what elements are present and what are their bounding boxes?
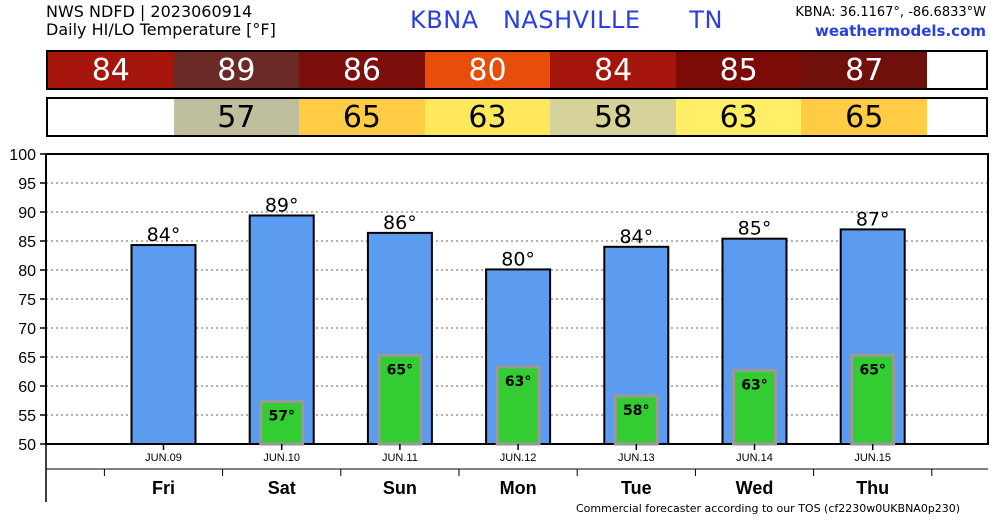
y-tick-label: 50 bbox=[18, 437, 36, 454]
low-temperature-strip: 57 65 63 58 63 65 bbox=[46, 97, 988, 137]
site-link[interactable]: weathermodels.com bbox=[814, 22, 986, 40]
low-temp-label: 65° bbox=[859, 362, 885, 378]
low-temp-label: 63° bbox=[741, 377, 767, 393]
y-tick-label: 60 bbox=[18, 379, 36, 396]
strip-blank bbox=[927, 52, 986, 88]
high-temp-label: 87° bbox=[856, 208, 890, 230]
low-temp-label: 65° bbox=[387, 362, 413, 378]
low-temp-label: 57° bbox=[268, 409, 294, 425]
low-temp-cell: 57 bbox=[173, 99, 300, 135]
model-run-label: NWS NDFD | 2023060914 bbox=[46, 2, 253, 21]
y-tick-label: 90 bbox=[18, 205, 36, 222]
day-label: Tue bbox=[621, 478, 652, 498]
chart-header: NWS NDFD | 2023060914 Daily HI/LO Temper… bbox=[46, 3, 276, 39]
day-label: Mon bbox=[500, 478, 537, 498]
high-temp-label: 89° bbox=[265, 194, 299, 216]
date-label: JUN.13 bbox=[618, 452, 655, 464]
station-info: KBNA: 36.1167°, -86.6833°W weathermodels… bbox=[795, 4, 986, 40]
low-temp-cell: 65 bbox=[801, 99, 928, 135]
y-tick-label: 65 bbox=[18, 350, 36, 367]
high-temp-bar bbox=[130, 244, 197, 445]
low-temp-label: 58° bbox=[623, 403, 649, 419]
low-temp-bar bbox=[259, 400, 305, 446]
date-label: JUN.14 bbox=[736, 452, 773, 464]
low-temp-bar bbox=[732, 368, 777, 446]
date-label: JUN.10 bbox=[263, 452, 300, 464]
date-label: JUN.15 bbox=[854, 452, 891, 464]
high-temp-label: 84° bbox=[147, 224, 181, 246]
high-temp-cell: 80 bbox=[424, 52, 551, 88]
low-temp-cell bbox=[48, 99, 174, 135]
station-coordinates: KBNA: 36.1167°, -86.6833°W bbox=[795, 5, 986, 20]
low-temp-cell: 58 bbox=[550, 99, 676, 135]
y-tick-label: 95 bbox=[18, 176, 36, 193]
y-tick-label: 75 bbox=[18, 292, 36, 309]
day-label: Fri bbox=[152, 478, 175, 498]
y-tick-label: 70 bbox=[18, 321, 36, 338]
y-tick-label: 55 bbox=[18, 408, 36, 425]
day-label: Thu bbox=[856, 478, 889, 498]
high-temp-cell: 85 bbox=[675, 52, 802, 88]
high-temperature-strip: 84 89 86 80 84 85 87 bbox=[46, 50, 988, 90]
day-label: Sun bbox=[383, 478, 417, 498]
y-tick-label: 85 bbox=[18, 234, 36, 251]
high-temp-label: 86° bbox=[383, 212, 417, 234]
high-temp-cell: 87 bbox=[801, 52, 928, 88]
low-temp-cell: 65 bbox=[299, 99, 425, 135]
high-temp-label: 85° bbox=[738, 218, 772, 240]
low-temp-cell: 63 bbox=[424, 99, 551, 135]
chart-title: Daily HI/LO Temperature [°F] bbox=[46, 20, 276, 39]
date-label: JUN.11 bbox=[382, 452, 418, 464]
high-temp-label: 80° bbox=[501, 248, 535, 270]
footer-note: Commercial forecaster according to our T… bbox=[576, 502, 961, 515]
low-temp-bar bbox=[377, 353, 423, 446]
station-name: KBNA NASHVILLE TN bbox=[410, 6, 723, 34]
day-label: Sat bbox=[268, 478, 296, 498]
y-tick-label: 80 bbox=[18, 263, 36, 280]
strip-blank bbox=[927, 99, 986, 135]
high-temp-cell: 84 bbox=[550, 52, 676, 88]
high-temp-cell: 84 bbox=[48, 52, 174, 88]
high-temp-cell: 86 bbox=[299, 52, 425, 88]
date-label: JUN.09 bbox=[145, 452, 182, 464]
date-label: JUN.12 bbox=[500, 452, 537, 464]
low-temp-label: 63° bbox=[505, 374, 531, 390]
high-temp-cell: 89 bbox=[173, 52, 300, 88]
low-temp-bar bbox=[495, 365, 541, 446]
temperature-bar-chart: 50 55 60 65 70 75 80 85 90 95 100 84° JUN.09 Fri 89° 57… bbox=[9, 147, 989, 502]
y-tick-label: 100 bbox=[9, 147, 36, 164]
high-temp-label: 84° bbox=[619, 226, 653, 248]
day-label: Wed bbox=[736, 478, 774, 498]
low-temp-cell: 63 bbox=[675, 99, 802, 135]
